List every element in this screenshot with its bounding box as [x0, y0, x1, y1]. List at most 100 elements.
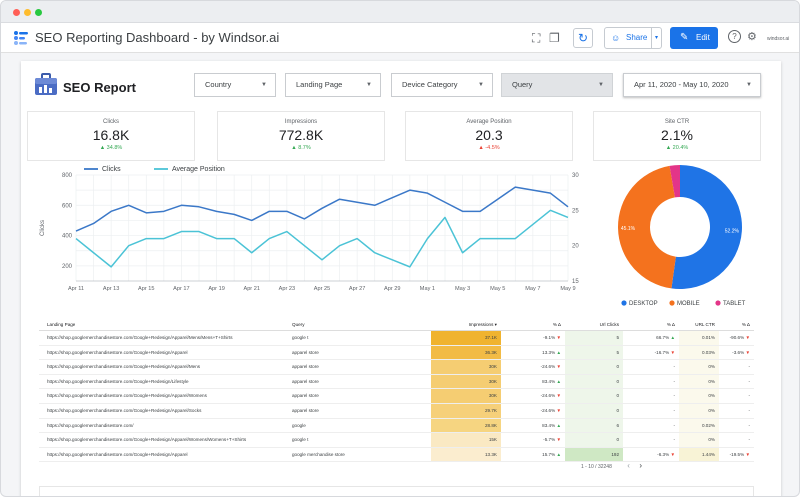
cell-heat-shading	[431, 418, 501, 433]
cell-ctr-change: -3.6% ▼	[732, 349, 750, 355]
table-row[interactable]: https://shop.googlemerchandisestore.com/…	[39, 360, 754, 375]
column-header-impressions-change[interactable]: % Δ	[552, 322, 561, 327]
landing-page-filter[interactable]: Landing Page ▼	[285, 73, 381, 97]
copy-icon[interactable]: ❐	[549, 31, 560, 45]
cell-impressions: 36.3K	[484, 349, 497, 355]
refresh-icon[interactable]: ↻	[573, 28, 593, 48]
cell-impressions: 30K	[488, 364, 497, 370]
donut-data-label: 52.2%	[725, 229, 740, 235]
country-filter-label: Country	[205, 80, 232, 89]
cell-impressions: 28.8K	[484, 422, 497, 428]
kpi-impressions: Impressions 772.8K ▲ 8.7%	[217, 111, 385, 161]
cell-impressions: 30K	[488, 393, 497, 399]
device-category-filter[interactable]: Device Category ▼	[391, 73, 493, 97]
column-header-ctr-change[interactable]: % Δ	[741, 322, 750, 327]
x-tick-label: Apr 19	[208, 286, 224, 292]
help-icon[interactable]: ?	[728, 30, 741, 43]
edit-button[interactable]: ✎ Edit	[670, 27, 718, 49]
query-filter[interactable]: Query ▼	[501, 73, 613, 97]
cell-clicks-change: -16.7% ▼	[654, 349, 675, 355]
cell-heat-shading	[565, 433, 623, 447]
cell-ctr-change: -	[748, 407, 750, 413]
cell-url-clicks: 5	[616, 335, 619, 340]
user-account[interactable]: windsor.ai	[767, 36, 790, 42]
kpi-label: Average Position	[466, 119, 512, 125]
kpi-value: 772.8K	[278, 127, 324, 143]
cell-ctr-change: -	[748, 393, 750, 399]
x-tick-label: Apr 29	[384, 286, 400, 292]
cell-url-ctr: 0%	[708, 437, 715, 443]
cell-impressions-change: 15.7% ▲	[542, 451, 561, 457]
cell-landing-page: https://shop.googlemerchandisestore.com/…	[47, 393, 207, 399]
table-row[interactable]: https://shop.googlemerchandisestore.com/…	[39, 331, 754, 346]
column-header-url-ctr[interactable]: URL CTR	[695, 322, 715, 327]
cell-landing-page: https://shop.googlemerchandisestore.com/…	[47, 451, 188, 457]
legend-label: Clicks	[102, 166, 121, 173]
table-row[interactable]: https://shop.googlemerchandisestore.com/…	[39, 447, 754, 463]
cell-impressions: 13.3K	[484, 451, 497, 457]
cell-heat-shading	[431, 374, 501, 389]
cell-url-clicks: 0	[616, 393, 619, 399]
cell-url-ctr: 0.02%	[701, 422, 715, 428]
kpi-value: 2.1%	[661, 127, 693, 143]
minimize-window-button[interactable]	[24, 9, 31, 16]
cell-url-clicks: 0	[616, 364, 619, 370]
chevron-right-icon[interactable]: ›	[639, 461, 642, 470]
cell-heat-shading	[431, 389, 501, 403]
chevron-left-icon[interactable]: ‹	[627, 461, 630, 470]
column-header-impressions[interactable]: Impressions ▾	[468, 322, 497, 327]
table-row[interactable]: https://shop.googlemerchandisestore.com/…	[39, 345, 754, 361]
maximize-window-button[interactable]	[35, 9, 42, 16]
share-label: Share	[626, 33, 648, 42]
column-header-clicks-change[interactable]: % Δ	[666, 322, 675, 327]
cell-impressions: 37.1K	[484, 335, 497, 340]
column-header-url-clicks[interactable]: Url Clicks	[599, 322, 619, 327]
x-tick-label: May 5	[490, 286, 505, 292]
cell-landing-page: https://shop.googlemerchandisestore.com/…	[47, 364, 201, 370]
pencil-icon: ✎	[680, 32, 689, 43]
table-row[interactable]: https://shop.googlemerchandisestore.com/…	[39, 433, 754, 448]
datastudio-logo-icon	[14, 31, 28, 45]
app-header: SEO Reporting Dashboard - by Windsor.ai …	[1, 23, 799, 53]
cell-heat-shading	[565, 389, 623, 403]
cell-landing-page: https://shop.googlemerchandisestore.com/…	[47, 349, 188, 355]
kpi-clicks: Clicks 16.8K ▲ 34.8%	[27, 111, 195, 161]
chevron-down-icon[interactable]: ▾	[650, 28, 658, 48]
x-tick-label: Apr 25	[314, 286, 330, 292]
cell-heat-shading	[565, 374, 623, 389]
kpi-value: 20.3	[475, 127, 503, 143]
settings-icon[interactable]: ⚙	[747, 31, 757, 43]
cell-heat-shading	[679, 418, 719, 433]
y-left-tick-label: 200	[62, 264, 73, 270]
legend-label: Average Position	[172, 166, 225, 173]
cell-clicks-change: -	[673, 393, 675, 399]
cell-heat-shading	[679, 403, 719, 418]
edit-label: Edit	[696, 33, 710, 42]
fullscreen-icon[interactable]: ⛶	[532, 31, 541, 45]
cell-clicks-change: -6.3% ▼	[657, 451, 675, 457]
close-window-button[interactable]	[13, 9, 20, 16]
donut-data-label: 45.1%	[621, 226, 636, 232]
kpi-change: ▲ 8.7%	[291, 145, 311, 151]
country-filter[interactable]: Country ▼	[194, 73, 276, 97]
cell-url-clicks: 6	[616, 422, 619, 428]
cell-impressions: 29.7K	[484, 407, 497, 413]
cell-url-ctr: 1.44%	[701, 451, 715, 457]
table-row[interactable]: https://shop.googlemerchandisestore.com/…	[39, 418, 754, 434]
date-range-picker[interactable]: Apr 11, 2020 - May 10, 2020 ▼	[623, 73, 761, 97]
column-header-landing-page[interactable]: Landing Page	[47, 322, 76, 327]
y-axis-title: Clicks	[40, 220, 46, 236]
table-row[interactable]: https://shop.googlemerchandisestore.com/…	[39, 374, 754, 390]
cell-query: apparel store	[292, 407, 319, 413]
cell-clicks-change: -	[673, 378, 675, 384]
table-row[interactable]: https://shop.googlemerchandisestore.com/…	[39, 403, 754, 419]
cell-heat-shading	[431, 433, 501, 447]
share-button[interactable]: ☺ Share ▾	[604, 27, 662, 49]
cell-ctr-change: -90.6% ▼	[729, 335, 750, 340]
column-header-query[interactable]: Query	[292, 322, 305, 327]
table-row[interactable]: https://shop.googlemerchandisestore.com/…	[39, 389, 754, 404]
cell-heat-shading	[679, 433, 719, 447]
report-canvas: SEO Report Country ▼ Landing Page ▼ Devi…	[21, 61, 781, 496]
cell-heat-shading	[679, 374, 719, 389]
cell-landing-page: https://shop.googlemerchandisestore.com/	[47, 422, 134, 428]
